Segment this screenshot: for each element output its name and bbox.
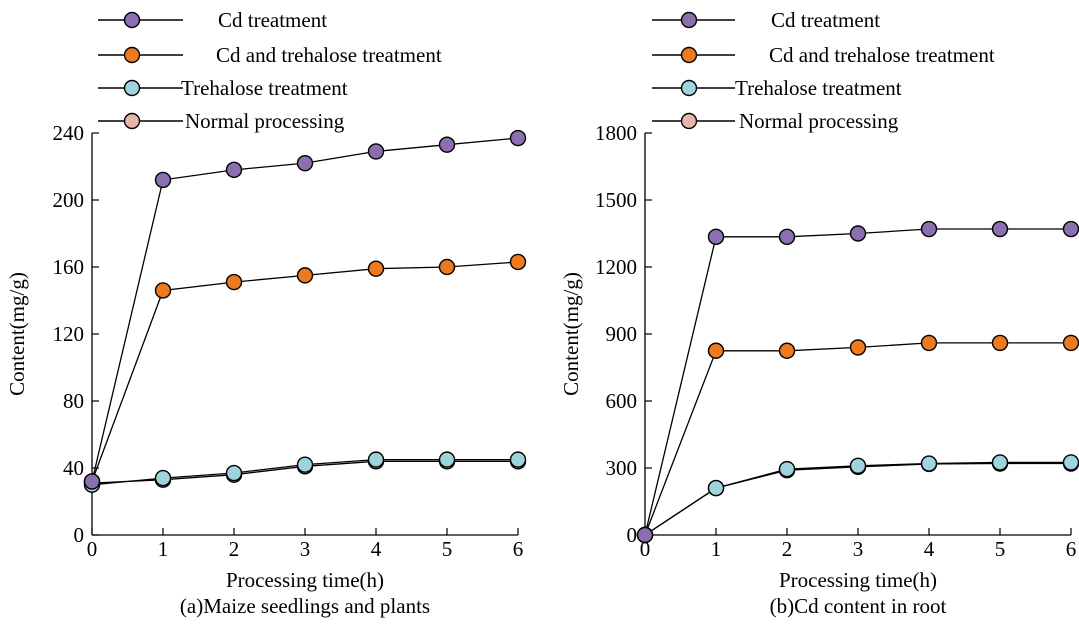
data-point: [154, 282, 172, 299]
data-point: [154, 469, 172, 487]
y-tick-label: 0: [74, 523, 85, 547]
x-tick-label: 3: [853, 537, 864, 561]
data-point: [1062, 454, 1079, 471]
y-tick-label: 1500: [595, 188, 637, 212]
y-tick-label: 40: [63, 456, 84, 480]
legend-marker: [680, 11, 698, 29]
x-tick-label: 6: [513, 537, 524, 561]
legend-marker: [123, 112, 141, 130]
legend-label: Cd and trehalose treatment: [769, 43, 995, 67]
data-point: [778, 228, 796, 246]
data-point: [636, 526, 654, 544]
data-point: [707, 228, 725, 246]
legend-marker: [123, 11, 141, 29]
data-point: [438, 258, 456, 276]
y-tick-label: 80: [63, 389, 84, 413]
data-point: [920, 455, 938, 472]
legend-label: Normal processing: [185, 109, 345, 133]
y-axis-label: Content(mg/g): [559, 272, 583, 396]
data-point: [991, 334, 1009, 352]
data-point: [225, 273, 243, 291]
x-tick-label: 0: [87, 537, 98, 561]
x-tick-label: 2: [782, 537, 793, 561]
data-point: [849, 457, 867, 474]
data-point: [367, 451, 385, 468]
y-tick-label: 0: [627, 523, 638, 547]
data-point: [849, 339, 867, 356]
series-line: [644, 342, 1071, 536]
x-tick-label: 3: [300, 537, 311, 561]
data-point: [707, 342, 725, 359]
legend-label: Cd treatment: [771, 8, 880, 32]
data-point: [1062, 334, 1079, 352]
legend-marker: [680, 46, 698, 64]
y-tick-label: 1200: [595, 255, 637, 279]
legend-marker: [680, 79, 698, 97]
legend-label: Normal processing: [739, 109, 899, 133]
y-tick-label: 300: [606, 456, 638, 480]
data-point: [707, 479, 725, 497]
y-axis-label: Content(mg/g): [5, 272, 29, 396]
data-point: [367, 260, 385, 277]
legend-marker: [680, 112, 698, 130]
y-tick-label: 160: [53, 255, 85, 279]
data-point: [225, 464, 243, 482]
x-tick-label: 4: [371, 537, 382, 561]
y-tick-label: 1800: [595, 121, 637, 145]
data-point: [509, 451, 527, 468]
data-point: [296, 154, 314, 172]
data-point: [438, 136, 456, 153]
legend-label: Trehalose treatment: [735, 76, 902, 100]
legend-label: Cd treatment: [218, 8, 327, 32]
data-point: [296, 456, 314, 473]
x-axis-label: Processing time(h): [779, 568, 937, 592]
data-point: [778, 460, 796, 478]
data-point: [83, 473, 101, 490]
data-point: [920, 334, 938, 352]
x-tick-label: 6: [1066, 537, 1077, 561]
legend-marker: [123, 79, 141, 97]
x-axis-label: Processing time(h): [226, 568, 384, 592]
data-point: [920, 220, 938, 238]
legend-label: Trehalose treatment: [181, 76, 348, 100]
data-point: [367, 143, 385, 160]
chart-title: (a)Maize seedlings and plants: [180, 594, 430, 618]
y-tick-label: 200: [53, 188, 85, 212]
legend-label: Cd and trehalose treatment: [216, 43, 442, 67]
y-tick-label: 240: [53, 121, 85, 145]
x-tick-label: 1: [158, 537, 169, 561]
data-point: [991, 454, 1009, 471]
y-tick-label: 120: [53, 322, 85, 346]
data-point: [509, 129, 527, 147]
y-tick-label: 900: [606, 322, 638, 346]
chart-panel-2: 0 300 600 900 1200 1500 1800 0 1 2 3 4 5 6 Processing …: [559, 8, 1079, 618]
data-point: [1062, 220, 1079, 238]
data-point: [778, 342, 796, 359]
x-tick-label: 0: [640, 537, 651, 561]
chart-panel-1: 0 40 80 120 160 200 240 0 1 2 3 4 5 6 Processing time(…: [5, 8, 527, 618]
x-tick-label: 4: [924, 537, 935, 561]
x-tick-label: 5: [442, 537, 453, 561]
data-point: [991, 220, 1009, 238]
series-line: [91, 261, 519, 482]
data-point: [296, 267, 314, 284]
data-point: [438, 451, 456, 468]
chart-title: (b)Cd content in root: [770, 594, 947, 618]
x-tick-label: 2: [229, 537, 240, 561]
x-tick-label: 1: [711, 537, 722, 561]
y-tick-label: 600: [606, 389, 638, 413]
data-point: [849, 225, 867, 242]
x-tick-label: 5: [995, 537, 1006, 561]
data-point: [225, 161, 243, 179]
legend-marker: [123, 46, 141, 64]
data-point: [154, 171, 172, 189]
data-point: [509, 253, 527, 271]
